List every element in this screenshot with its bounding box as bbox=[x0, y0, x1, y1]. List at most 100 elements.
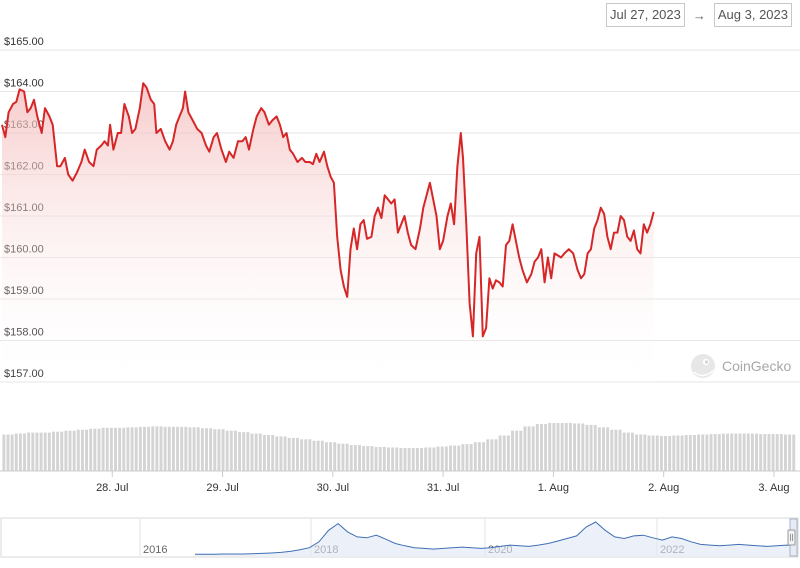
volume-bar bbox=[540, 423, 543, 471]
volume-bar bbox=[610, 429, 614, 471]
volume-bar bbox=[746, 433, 750, 471]
volume-bar bbox=[771, 434, 775, 471]
volume-bar bbox=[114, 427, 117, 471]
navigator-tick-label: 2016 bbox=[143, 544, 167, 556]
price-area bbox=[2, 83, 654, 382]
volume-bar bbox=[415, 447, 419, 471]
volume-bar bbox=[403, 447, 407, 471]
volume-bar bbox=[755, 433, 758, 471]
volume-bar bbox=[730, 433, 734, 471]
volume-bar bbox=[320, 440, 324, 471]
volume-bar bbox=[548, 423, 552, 471]
volume-bar bbox=[581, 423, 585, 471]
volume-bar bbox=[254, 433, 258, 471]
volume-bar bbox=[386, 447, 390, 471]
navigator-handle[interactable] bbox=[787, 529, 796, 546]
volume-bar bbox=[147, 426, 151, 471]
volume-bar bbox=[76, 429, 80, 471]
x-tick-label: 31. Jul bbox=[427, 482, 459, 494]
volume-bar bbox=[72, 430, 76, 471]
volume-bar bbox=[271, 435, 275, 471]
volume-bar bbox=[31, 432, 35, 471]
price-line bbox=[1, 82, 655, 338]
volume-bar bbox=[291, 437, 295, 471]
volume-bar bbox=[101, 427, 105, 471]
range-start-input[interactable]: Jul 27, 2023 bbox=[606, 3, 685, 27]
volume-bar bbox=[279, 436, 283, 471]
volume-bar bbox=[651, 435, 655, 471]
volume-bar bbox=[155, 426, 159, 471]
volume-bar bbox=[192, 427, 196, 471]
x-tick-label: 1. Aug bbox=[538, 482, 569, 494]
price-area-fill bbox=[2, 83, 654, 382]
volume-bar bbox=[382, 447, 386, 471]
volume-bar bbox=[287, 437, 291, 471]
volume-bar bbox=[52, 431, 55, 471]
volume-bar bbox=[209, 428, 213, 471]
navigator-line-group bbox=[195, 521, 797, 556]
x-tick-label: 28. Jul bbox=[96, 482, 128, 494]
volume-bar bbox=[597, 427, 601, 471]
volume-bar bbox=[705, 434, 709, 471]
navigator-line bbox=[195, 521, 797, 555]
volume-bar bbox=[449, 445, 452, 471]
volume-bar bbox=[465, 444, 469, 471]
volume-bar bbox=[767, 434, 771, 471]
volume-bar bbox=[407, 447, 411, 471]
volume-bar bbox=[130, 427, 134, 471]
volume-bar bbox=[324, 442, 328, 471]
volume-bar bbox=[738, 433, 742, 471]
volume-bar bbox=[664, 435, 668, 471]
volume-bar bbox=[358, 445, 361, 471]
volume-bar bbox=[217, 429, 221, 471]
volume-bar bbox=[420, 447, 424, 471]
volume-bar bbox=[486, 439, 490, 471]
x-tick-label: 29. Jul bbox=[206, 482, 238, 494]
price-line-group bbox=[1, 82, 655, 338]
volume-bar bbox=[105, 427, 109, 471]
gecko-logo-icon bbox=[691, 354, 715, 378]
volume-bar bbox=[709, 434, 713, 471]
volume-bar bbox=[763, 434, 767, 471]
volume-bar bbox=[246, 432, 250, 471]
volume-bar bbox=[395, 447, 399, 471]
volume-bar bbox=[498, 435, 502, 471]
volume-bar bbox=[585, 424, 589, 471]
range-end-input[interactable]: Aug 3, 2023 bbox=[713, 3, 792, 27]
volume-bar bbox=[267, 435, 271, 471]
y-tick-label: $164.00 bbox=[4, 78, 44, 90]
volume-bar bbox=[229, 430, 233, 471]
volume-bar bbox=[213, 429, 217, 471]
volume-bar bbox=[262, 435, 266, 471]
date-range-picker: Jul 27, 2023 → Aug 3, 2023 bbox=[606, 3, 792, 27]
navigator[interactable]: 2016201820202022 bbox=[0, 517, 799, 558]
volume-bar bbox=[424, 447, 428, 471]
volume-bar bbox=[6, 434, 10, 471]
volume-bar bbox=[14, 433, 18, 471]
volume-bar bbox=[300, 439, 304, 471]
volume-bar bbox=[35, 432, 39, 471]
volume-bar bbox=[618, 429, 622, 471]
volume-bar bbox=[341, 443, 345, 471]
volume-bar bbox=[316, 440, 320, 471]
volume-bar bbox=[122, 427, 126, 471]
volume-bar bbox=[469, 444, 473, 471]
volume-bar bbox=[742, 433, 746, 471]
volume-bar bbox=[626, 432, 630, 471]
volume-bar bbox=[180, 426, 184, 471]
volume-bar bbox=[589, 424, 593, 471]
volume-bar bbox=[783, 434, 787, 471]
volume-bar bbox=[370, 446, 374, 471]
volume-bar bbox=[68, 430, 72, 471]
volume-bar bbox=[622, 432, 626, 471]
volume-bar bbox=[64, 430, 68, 471]
volume-bar bbox=[614, 429, 618, 471]
volume-bar bbox=[515, 430, 519, 471]
volume-bar bbox=[490, 439, 494, 471]
volume-bar bbox=[349, 445, 353, 471]
volume-bar bbox=[362, 446, 366, 471]
volume-bar bbox=[577, 423, 581, 471]
volume-bar bbox=[511, 430, 514, 471]
volume-bar bbox=[151, 426, 155, 471]
